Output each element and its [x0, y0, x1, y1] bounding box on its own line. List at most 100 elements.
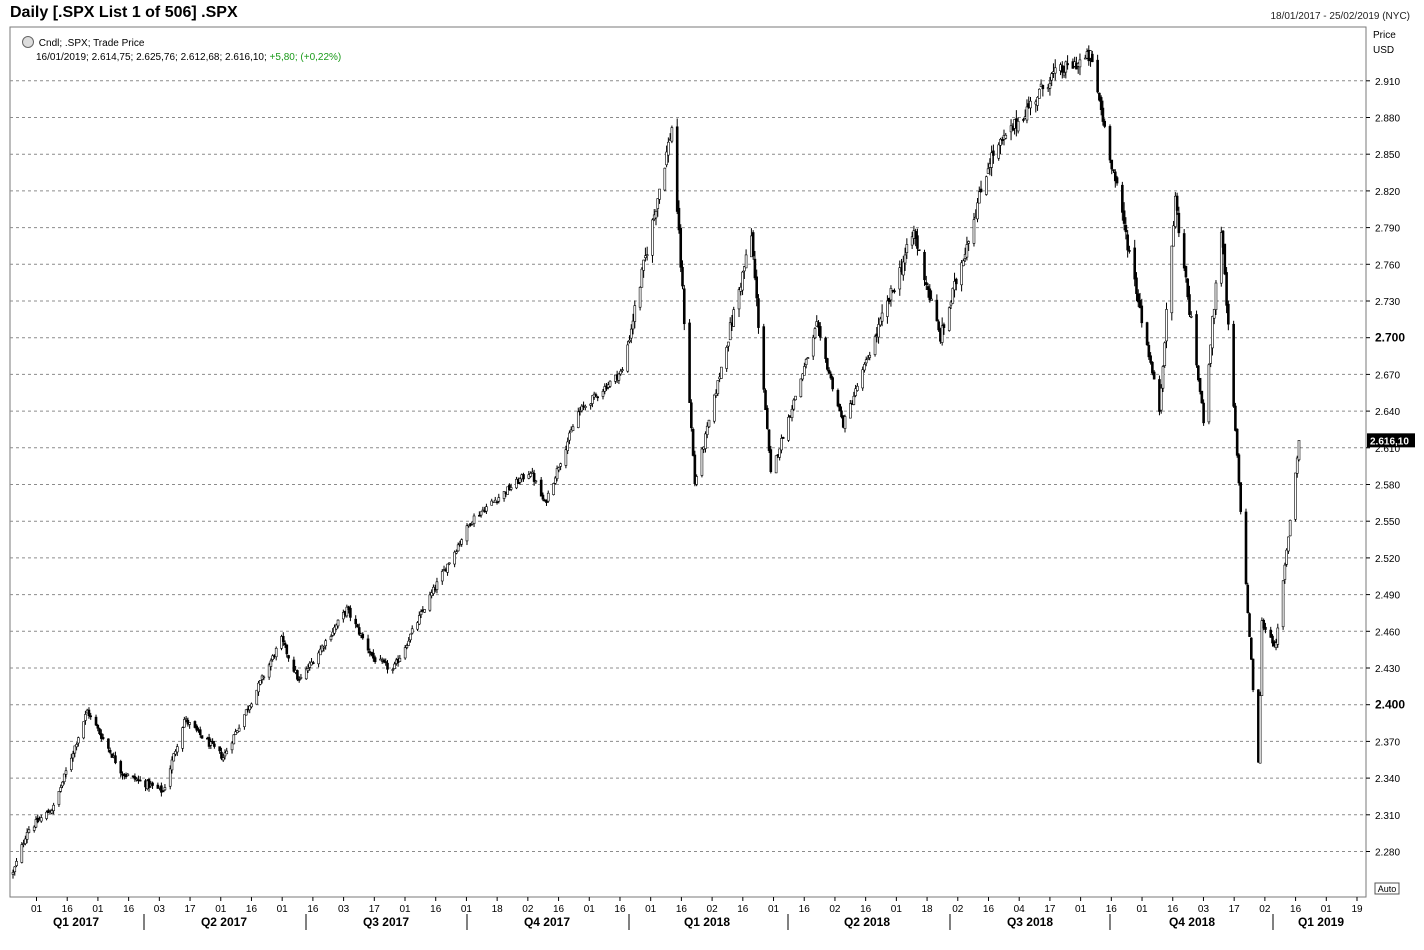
candle-body	[119, 761, 123, 774]
candle-body	[232, 734, 236, 745]
candle-body	[428, 594, 432, 611]
candle-body	[77, 737, 80, 744]
candle-body	[11, 872, 15, 875]
y-tick-label: 2.730	[1375, 297, 1400, 308]
candle-body	[880, 312, 884, 322]
candle-body	[695, 476, 698, 485]
candle-body	[506, 486, 509, 495]
candle-body	[1188, 294, 1191, 315]
chart-tool-icon[interactable]	[22, 36, 34, 48]
y-tick-label: 2.430	[1375, 664, 1400, 675]
candle-body	[1246, 584, 1250, 613]
candle-body	[82, 721, 85, 739]
candle-body	[27, 829, 31, 833]
candle-body	[826, 358, 829, 370]
x-tick-label: 16	[737, 904, 749, 915]
candle-body	[195, 725, 199, 731]
candle-body	[1163, 342, 1167, 366]
candle-body	[914, 231, 917, 239]
candle-body	[230, 742, 234, 751]
candle-body	[716, 380, 720, 395]
candle-body	[259, 680, 262, 685]
candle-body	[1214, 282, 1218, 310]
candle-body	[608, 380, 612, 387]
y-tick-label: 2.790	[1375, 224, 1400, 235]
candle-body	[1112, 169, 1115, 171]
candle-body	[334, 624, 338, 630]
candle-body	[1053, 67, 1057, 74]
candle-body	[864, 359, 868, 364]
candle-body	[792, 399, 796, 410]
candle-body	[531, 471, 534, 474]
candle-body	[96, 724, 100, 729]
candle-body	[727, 341, 730, 347]
x-tick-label: 01	[92, 904, 104, 915]
candle-body	[1036, 97, 1039, 106]
candle-body	[849, 403, 852, 419]
candle-body	[73, 745, 77, 754]
candle-body	[357, 627, 361, 635]
candle-body	[460, 539, 463, 545]
candle-body	[1078, 59, 1082, 68]
candle-body	[322, 646, 326, 649]
candle-body	[172, 753, 176, 762]
x-tick-label: 01	[1136, 904, 1148, 915]
x-tick-label: 17	[1044, 904, 1056, 915]
candle-body	[737, 289, 741, 310]
candle-body	[1198, 377, 1202, 392]
last-price-label: 2.616,10	[1370, 436, 1409, 447]
candle-body	[465, 525, 469, 542]
candle-body	[947, 307, 951, 331]
y-tick-label: 2.340	[1375, 774, 1400, 785]
candle-body	[631, 320, 635, 330]
candle-body	[781, 437, 785, 439]
candle-body	[546, 492, 550, 502]
candle-body	[764, 390, 767, 411]
auto-scale-button[interactable]	[1374, 882, 1400, 895]
candle-body	[667, 141, 670, 156]
candle-body	[554, 477, 557, 484]
candle-body	[638, 287, 642, 308]
candle-body	[852, 395, 856, 405]
candle-body	[107, 738, 110, 749]
candle-body	[529, 473, 532, 477]
candle-body	[324, 640, 327, 647]
candle-body	[767, 429, 771, 451]
candle-body	[1066, 63, 1069, 66]
candle-body	[1098, 92, 1101, 101]
candle-body	[541, 494, 545, 500]
candle-body	[1219, 232, 1223, 284]
candle-body	[244, 709, 248, 716]
candle-body	[1294, 472, 1297, 520]
x-tick-label: 02	[829, 904, 841, 915]
quarter-label: Q2 2017	[201, 915, 247, 929]
candle-body	[682, 288, 686, 325]
candle-body	[75, 744, 78, 748]
candle-body	[432, 586, 435, 594]
candle-body	[935, 299, 939, 322]
candle-body	[175, 746, 179, 753]
candle-body	[656, 198, 660, 209]
candle-body	[1260, 620, 1264, 696]
candle-body	[757, 298, 760, 328]
candle-body	[691, 428, 695, 456]
candle-body	[534, 480, 538, 483]
candle-body	[889, 288, 893, 301]
candle-body	[62, 773, 66, 783]
candle-body	[382, 659, 386, 663]
candle-body	[34, 819, 38, 828]
candle-body	[992, 150, 995, 156]
candle-body	[794, 395, 797, 401]
candle-body	[532, 472, 536, 482]
candle-body	[304, 668, 308, 680]
x-tick-label: 16	[123, 904, 135, 915]
candle-body	[589, 403, 592, 406]
candle-body	[1083, 57, 1087, 60]
candle-body	[584, 406, 587, 408]
candle-body	[1175, 195, 1179, 211]
x-tick-label: 03	[338, 904, 350, 915]
candle-body	[576, 411, 580, 428]
candle-body	[495, 501, 499, 504]
candle-body	[366, 638, 370, 651]
